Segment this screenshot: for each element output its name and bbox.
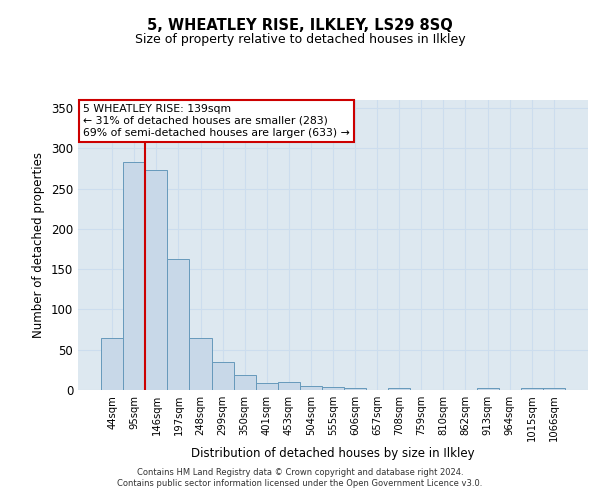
Text: 5, WHEATLEY RISE, ILKLEY, LS29 8SQ: 5, WHEATLEY RISE, ILKLEY, LS29 8SQ xyxy=(147,18,453,32)
Bar xyxy=(212,362,233,390)
Bar xyxy=(145,170,167,390)
Bar xyxy=(167,258,190,390)
Text: Contains HM Land Registry data © Crown copyright and database right 2024.
Contai: Contains HM Land Registry data © Crown c… xyxy=(118,468,482,487)
Bar xyxy=(344,388,366,390)
Bar xyxy=(256,383,278,390)
Y-axis label: Number of detached properties: Number of detached properties xyxy=(32,152,46,338)
Bar xyxy=(300,386,322,390)
Bar xyxy=(123,162,145,390)
Bar xyxy=(101,338,123,390)
Bar xyxy=(388,388,410,390)
X-axis label: Distribution of detached houses by size in Ilkley: Distribution of detached houses by size … xyxy=(191,447,475,460)
Bar xyxy=(476,388,499,390)
Bar xyxy=(233,374,256,390)
Bar xyxy=(190,338,212,390)
Text: Size of property relative to detached houses in Ilkley: Size of property relative to detached ho… xyxy=(134,32,466,46)
Bar xyxy=(278,382,300,390)
Bar xyxy=(521,388,543,390)
Bar xyxy=(322,387,344,390)
Bar xyxy=(543,388,565,390)
Text: 5 WHEATLEY RISE: 139sqm
← 31% of detached houses are smaller (283)
69% of semi-d: 5 WHEATLEY RISE: 139sqm ← 31% of detache… xyxy=(83,104,350,138)
